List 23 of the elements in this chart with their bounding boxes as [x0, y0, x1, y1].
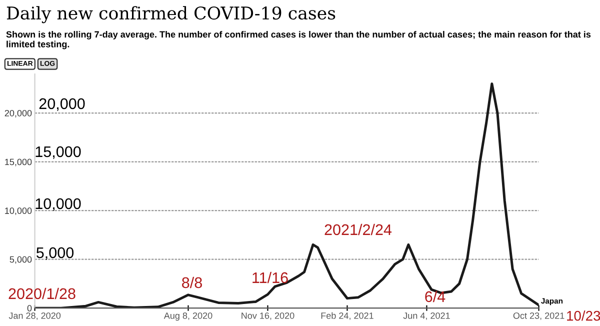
annotation: 15,000: [36, 146, 81, 159]
y-tick-label: 15,000: [5, 158, 32, 166]
chart-subtitle: Shown is the rolling 7-day average. The number of confirmed cases is lower than the number of actual cases; the main reason for that is limited testing.: [6, 30, 591, 50]
annotation: 10,000: [36, 198, 81, 211]
annotation: 11/16: [252, 272, 288, 284]
annotation: 6/4: [425, 290, 446, 302]
y-tick-label: 20,000: [4, 110, 32, 118]
chart-title: Daily new confirmed COVID-19 cases: [6, 6, 336, 24]
text: 10/23: [567, 310, 600, 321]
annotation: 20,000: [39, 98, 85, 111]
x-tick-label: Jun 4, 2021: [403, 312, 450, 320]
y-tick-label: 5,000: [10, 256, 32, 264]
annotation: 5,000: [36, 247, 74, 260]
x-tick-label: Aug 8, 2020: [164, 312, 212, 321]
x-tick-label: Nov 16, 2020: [242, 312, 294, 320]
annotation: 2021/2/24: [324, 224, 392, 236]
y-tick-label: 0: [27, 305, 32, 312]
x-tick-label: Oct 23, 2021: [513, 312, 564, 320]
annotation: 2020/1/28: [8, 288, 76, 300]
y-tick-label: 10,000: [5, 208, 32, 215]
x-tick-label: Feb 24, 2021: [321, 312, 374, 320]
x-tick-label: Jan 28, 2020: [8, 312, 61, 320]
annotation: 8/8: [182, 276, 202, 288]
